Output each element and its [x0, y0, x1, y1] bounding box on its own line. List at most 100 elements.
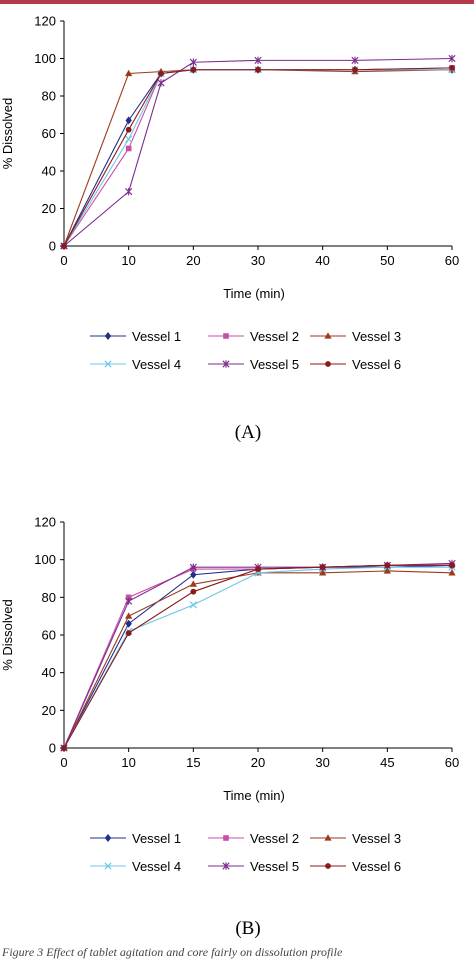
- x-tick-label: 10: [121, 755, 135, 770]
- data-point: [448, 569, 456, 576]
- y-tick-label: 60: [42, 628, 56, 643]
- y-tick-label: 40: [42, 164, 56, 179]
- y-tick-label: 100: [34, 51, 56, 66]
- x-tick-label: 20: [251, 755, 265, 770]
- data-point: [125, 69, 133, 77]
- y-tick-label: 120: [34, 515, 56, 530]
- y-tick-label: 80: [42, 590, 56, 605]
- data-point: [319, 564, 326, 571]
- legend-marker: [104, 332, 112, 340]
- data-point: [189, 580, 197, 587]
- legend-marker: [222, 360, 230, 368]
- chart-b: 0 20 40 60 80 100 120 0 10 15 20 30 45 60 Time (min) % …: [0, 515, 459, 940]
- x-tick-label: 40: [315, 253, 329, 268]
- data-point: [157, 79, 165, 87]
- data-point: [189, 563, 197, 571]
- y-axis-label: % Dissolved: [0, 98, 15, 170]
- x-tick-label: 30: [251, 253, 265, 268]
- legend-marker: [324, 332, 332, 339]
- data-point: [448, 54, 456, 63]
- chart-a: 0 20 40 60 80 100 120 0 10 20 30 40 50 60 Time (min) % …: [0, 14, 459, 444]
- legend-marker: [104, 834, 112, 842]
- x-tick-label: 15: [186, 755, 200, 770]
- x-tick-label: 45: [380, 755, 394, 770]
- legend-marker: [104, 360, 112, 368]
- legend-label: Vessel 1: [132, 329, 181, 344]
- panel-label: (A): [235, 422, 261, 443]
- data-point: [61, 745, 67, 751]
- data-point: [190, 588, 197, 595]
- legend-label: Vessel 5: [250, 357, 299, 372]
- data-point: [352, 66, 358, 73]
- data-point: [125, 116, 132, 125]
- series-line-2: [63, 564, 452, 749]
- legend-marker: [324, 834, 332, 841]
- y-tick-label: 80: [42, 89, 56, 104]
- series-line-5: [63, 562, 453, 749]
- data-point: [189, 601, 197, 609]
- data-point: [125, 135, 133, 143]
- legend-marker: [104, 862, 112, 870]
- legend-marker: [325, 361, 331, 367]
- data-point: [125, 597, 133, 605]
- y-tick-label: 20: [42, 201, 56, 216]
- data-point: [125, 594, 132, 601]
- legend-label: Vessel 4: [132, 859, 181, 874]
- series-line-2: [63, 67, 453, 247]
- data-point: [383, 567, 391, 574]
- data-point: [384, 562, 391, 569]
- x-axis-label: Time (min): [223, 286, 285, 301]
- y-tick-label: 120: [34, 14, 56, 29]
- data-point: [125, 630, 132, 637]
- top-accent-bar: [0, 0, 474, 4]
- x-tick-label: 30: [315, 755, 329, 770]
- data-point: [125, 619, 132, 628]
- legend-label: Vessel 2: [250, 831, 299, 846]
- x-axis-label: Time (min): [223, 788, 285, 803]
- legend-marker: [223, 333, 229, 339]
- data-point: [449, 562, 455, 569]
- data-point: [254, 56, 262, 65]
- legend-label: Vessel 6: [352, 357, 401, 372]
- x-tick-label: 60: [445, 755, 459, 770]
- x-tick-label: 60: [445, 253, 459, 268]
- series-line-1: [63, 564, 453, 749]
- y-tick-label: 60: [42, 126, 56, 141]
- data-point: [158, 70, 164, 77]
- legend-label: Vessel 3: [352, 329, 401, 344]
- data-point: [351, 56, 359, 65]
- data-point: [255, 66, 261, 73]
- data-point: [319, 569, 327, 576]
- data-point: [255, 566, 261, 572]
- y-tick-label: 0: [49, 741, 56, 756]
- series-line-6: [63, 564, 452, 749]
- y-tick-label: 100: [34, 552, 56, 567]
- y-tick-label: 0: [49, 239, 56, 254]
- x-tick-label: 50: [380, 253, 394, 268]
- legend-label: Vessel 3: [352, 831, 401, 846]
- data-point: [190, 66, 197, 73]
- y-tick-label: 40: [42, 665, 56, 680]
- legend-label: Vessel 1: [132, 831, 181, 846]
- data-point: [189, 58, 197, 66]
- panel-label: (B): [235, 918, 260, 939]
- legend-label: Vessel 6: [352, 859, 401, 874]
- data-point: [125, 187, 133, 196]
- y-axis-label: % Dissolved: [0, 599, 15, 671]
- x-tick-label: 20: [186, 253, 200, 268]
- legend-marker: [223, 835, 229, 841]
- x-tick-label: 0: [60, 253, 67, 268]
- series-line-4: [63, 566, 452, 749]
- data-point: [125, 612, 133, 619]
- x-tick-label: 10: [121, 253, 135, 268]
- series-line-3: [63, 570, 453, 749]
- legend-label: Vessel 5: [250, 859, 299, 874]
- legend-marker: [325, 863, 331, 869]
- y-tick-label: 20: [42, 703, 56, 718]
- data-point: [449, 64, 455, 71]
- data-point: [125, 145, 132, 152]
- data-point: [190, 570, 197, 579]
- legend-marker: [222, 862, 230, 870]
- figure-caption: Figure 3 Effect of tablet agitation and …: [2, 945, 343, 959]
- series-line-6: [63, 67, 453, 247]
